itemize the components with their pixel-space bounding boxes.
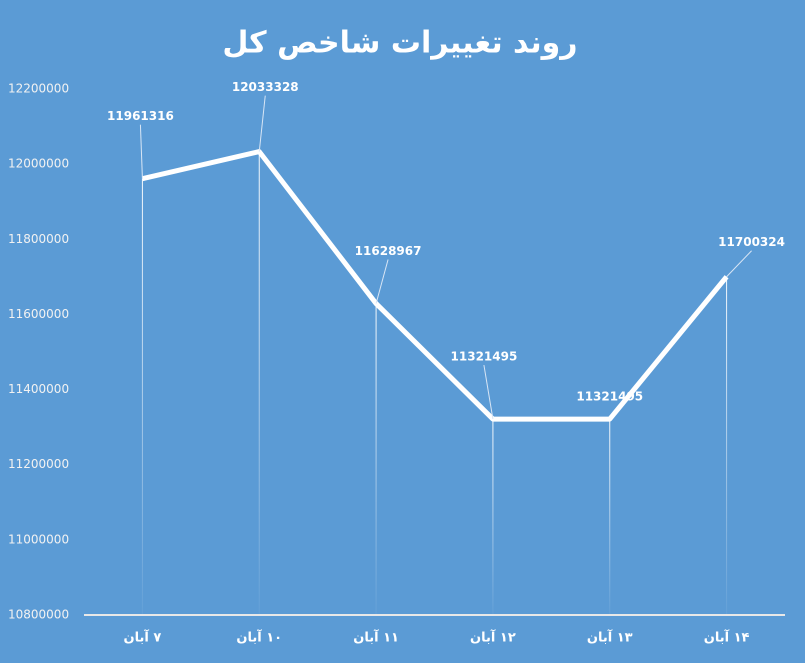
x-tick-label: ۱۰ آبان [236,629,282,646]
leader-line [375,259,389,304]
line-series [141,149,729,422]
leader-line [726,250,752,278]
chart-title: روند تغییرات شاخص کل [222,26,577,61]
y-tick-label: 11000000 [8,532,69,546]
drop-line [141,178,143,615]
data-label: 11628967 [355,244,422,258]
data-label: 11321495 [451,350,518,364]
y-tick-label: 10800000 [8,608,69,622]
y-tick-label: 12000000 [8,157,69,171]
leader-line [258,95,266,152]
leader-line [483,364,494,420]
x-tick-label: ۱۱ آبان [353,629,399,646]
x-tick-label: ۷ آبان [124,629,162,646]
drop-line [726,276,728,615]
y-tick-label: 11400000 [8,382,69,396]
y-tick-label: 11800000 [8,232,69,246]
drop-line [258,151,260,616]
x-tick-label: ۱۳ آبان [587,629,633,646]
y-tick-label: 11200000 [8,457,69,471]
drop-line [375,303,377,615]
leader-line [139,124,143,179]
data-label: 11700324 [718,235,785,249]
x-tick-label: ۱۲ آبان [470,629,516,646]
drop-line [492,419,494,615]
drop-line [609,419,611,615]
data-label: 12033328 [232,80,299,94]
y-tick-label: 11600000 [8,307,69,321]
data-label: 11961316 [107,109,174,123]
x-tick-label: ۱۴ آبان [704,629,750,646]
y-tick-label: 12200000 [8,82,69,96]
data-label: 11321495 [576,390,643,404]
